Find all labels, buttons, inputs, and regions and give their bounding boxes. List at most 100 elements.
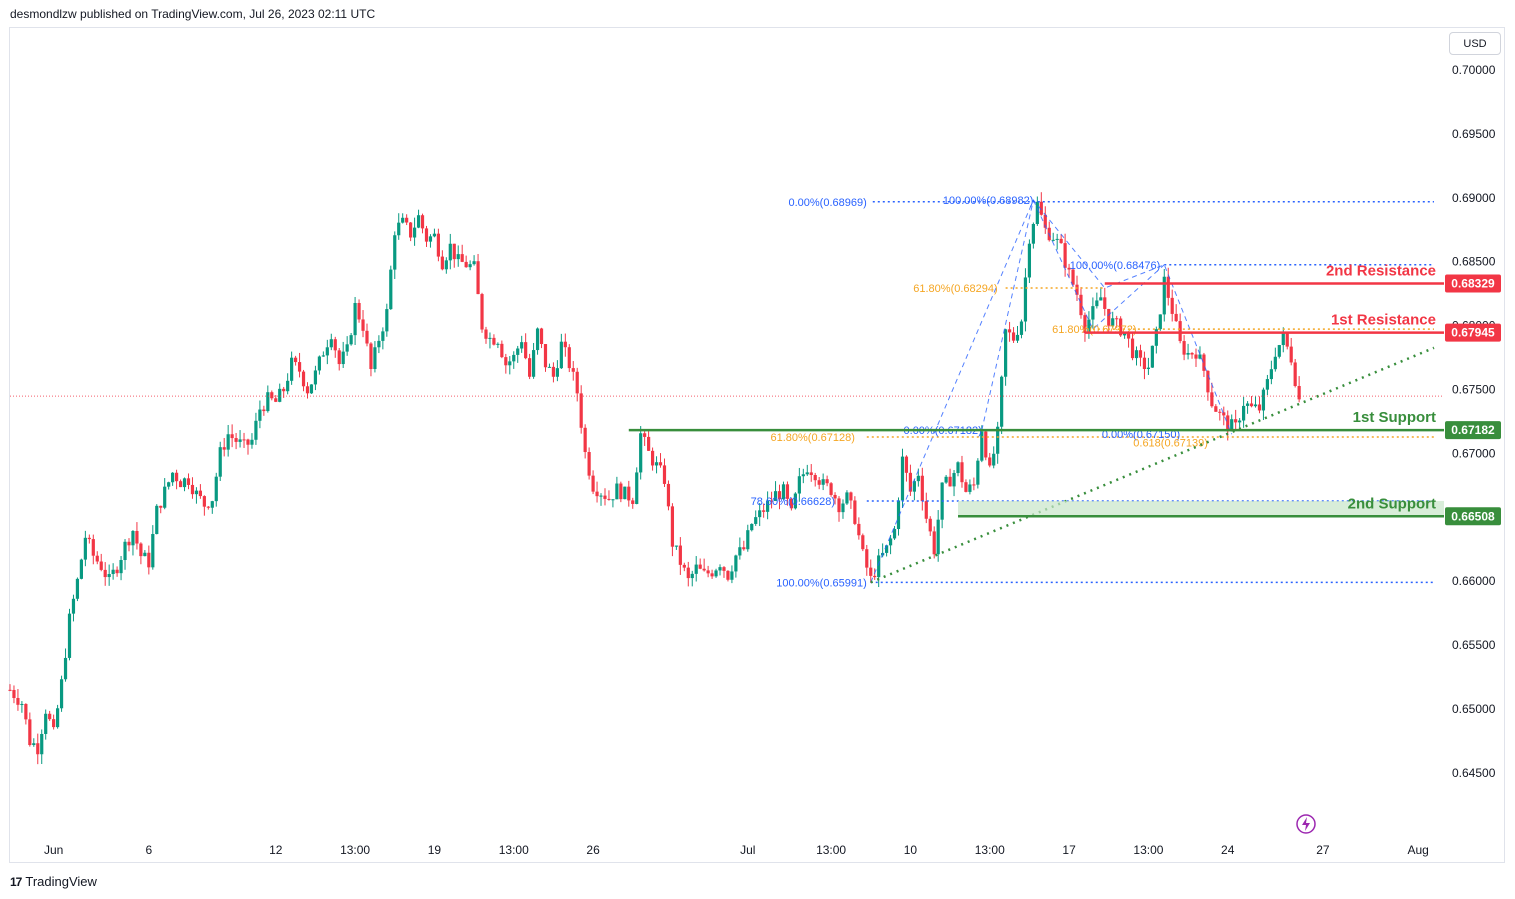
candle-body xyxy=(1289,346,1293,363)
x-axis: Jun 6 12 13:00 19 13:00 26 Jul 13:00 10 13:00 17 13:… xyxy=(44,843,1429,857)
candle-body xyxy=(282,388,286,392)
candle-body xyxy=(698,564,702,569)
level-name: 2nd Resistance xyxy=(1326,263,1436,280)
candle-body xyxy=(1019,321,1024,335)
candle-body xyxy=(1273,356,1277,370)
candle-body xyxy=(773,491,778,501)
candle-body xyxy=(952,473,956,487)
candle-body xyxy=(301,371,306,387)
x-tick-label: 12 xyxy=(269,843,283,857)
candle-body xyxy=(464,261,468,268)
candle-body xyxy=(163,486,167,508)
candle-body xyxy=(766,500,770,512)
candle-body xyxy=(555,368,559,377)
candle-body xyxy=(547,366,552,368)
price-tag-label: 0.67182 xyxy=(1451,423,1495,437)
candle-body xyxy=(135,530,139,544)
candle-body xyxy=(551,366,556,377)
candle-body xyxy=(1249,403,1254,407)
fib-label: 61.80%(0.67972) xyxy=(1052,324,1136,336)
candle-body xyxy=(1150,345,1154,368)
candle-body xyxy=(504,357,508,366)
candle-body xyxy=(623,486,627,500)
candle-body xyxy=(535,328,540,351)
candle-body xyxy=(52,719,56,728)
candle-body xyxy=(777,491,782,500)
price-tag-label: 0.68329 xyxy=(1451,277,1495,291)
candle-body xyxy=(1297,386,1301,400)
candle-body xyxy=(524,342,528,359)
price-tag xyxy=(1445,274,1501,293)
candle-body xyxy=(369,343,373,370)
candle-body xyxy=(412,227,417,238)
candle-body xyxy=(1170,297,1174,314)
candle-body xyxy=(896,500,901,530)
candle-body xyxy=(1265,379,1270,390)
candle-body xyxy=(873,575,877,578)
candle-body xyxy=(833,494,837,499)
candle-body xyxy=(936,519,940,555)
candle-body xyxy=(226,434,230,450)
x-tick-label: 26 xyxy=(586,843,600,857)
candle-body xyxy=(325,347,329,356)
y-tick-label: 0.67500 xyxy=(1452,383,1496,397)
candle-body xyxy=(238,439,242,442)
candle-body xyxy=(119,560,123,574)
candle-body xyxy=(143,552,147,557)
candle-body xyxy=(1174,313,1178,322)
candle-body xyxy=(726,570,730,580)
chart-frame[interactable] xyxy=(9,27,1505,863)
fib-label: 0.00%(0.68969) xyxy=(788,197,866,209)
candle-body xyxy=(95,555,99,562)
candle-body xyxy=(1126,331,1131,339)
candle-body xyxy=(468,264,472,268)
candle-body xyxy=(1119,318,1123,336)
candles xyxy=(8,192,1301,765)
candle-body xyxy=(714,570,718,577)
candle-body xyxy=(500,343,504,358)
candle-body xyxy=(512,354,516,362)
candle-body xyxy=(1245,403,1250,406)
y-tick-label: 0.70000 xyxy=(1452,63,1496,77)
candle-body xyxy=(845,492,849,504)
fib-label: 100.00%(0.68476) xyxy=(1070,260,1161,272)
candle-body xyxy=(1043,214,1047,228)
overlays: 0.00%(0.68969) 100.00%(0.68982) 100.00%(0.… xyxy=(10,195,1444,589)
currency-button[interactable]: USD xyxy=(1449,32,1501,55)
fib-label: 61.80%(0.67128) xyxy=(770,432,854,444)
candle-body xyxy=(456,254,460,260)
candle-body xyxy=(270,392,274,399)
candle-body xyxy=(48,713,52,720)
candle-body xyxy=(341,351,345,365)
publisher-header: desmondlzw published on TradingView.com,… xyxy=(10,7,376,21)
tradingview-logo-icon: 17 xyxy=(10,874,22,889)
candle-body xyxy=(274,398,278,402)
candle-body xyxy=(892,529,897,539)
candle-body xyxy=(198,490,202,497)
candle-body xyxy=(1238,420,1242,423)
candle-body xyxy=(250,439,254,445)
candle-body xyxy=(1146,367,1151,370)
candle-body xyxy=(63,657,68,680)
candle-body xyxy=(40,733,44,755)
candle-body xyxy=(1000,376,1004,427)
candle-body xyxy=(754,517,758,524)
candle-body xyxy=(639,433,643,473)
replay-icon[interactable] xyxy=(1296,814,1316,834)
candle-body xyxy=(968,484,972,492)
candle-body xyxy=(416,215,421,228)
candle-body xyxy=(837,498,841,513)
candle-body xyxy=(194,490,199,495)
candle-body xyxy=(222,447,226,450)
fib-label: 0.618(0.67139) xyxy=(1133,438,1208,450)
candle-body xyxy=(516,348,520,355)
candle-body xyxy=(1111,318,1115,326)
candle-body xyxy=(789,498,794,509)
candle-body xyxy=(972,484,976,486)
candle-body xyxy=(1004,329,1008,377)
candle-body xyxy=(563,341,567,348)
candle-body xyxy=(1011,332,1016,341)
candle-body xyxy=(349,335,353,345)
candle-body xyxy=(603,495,607,499)
